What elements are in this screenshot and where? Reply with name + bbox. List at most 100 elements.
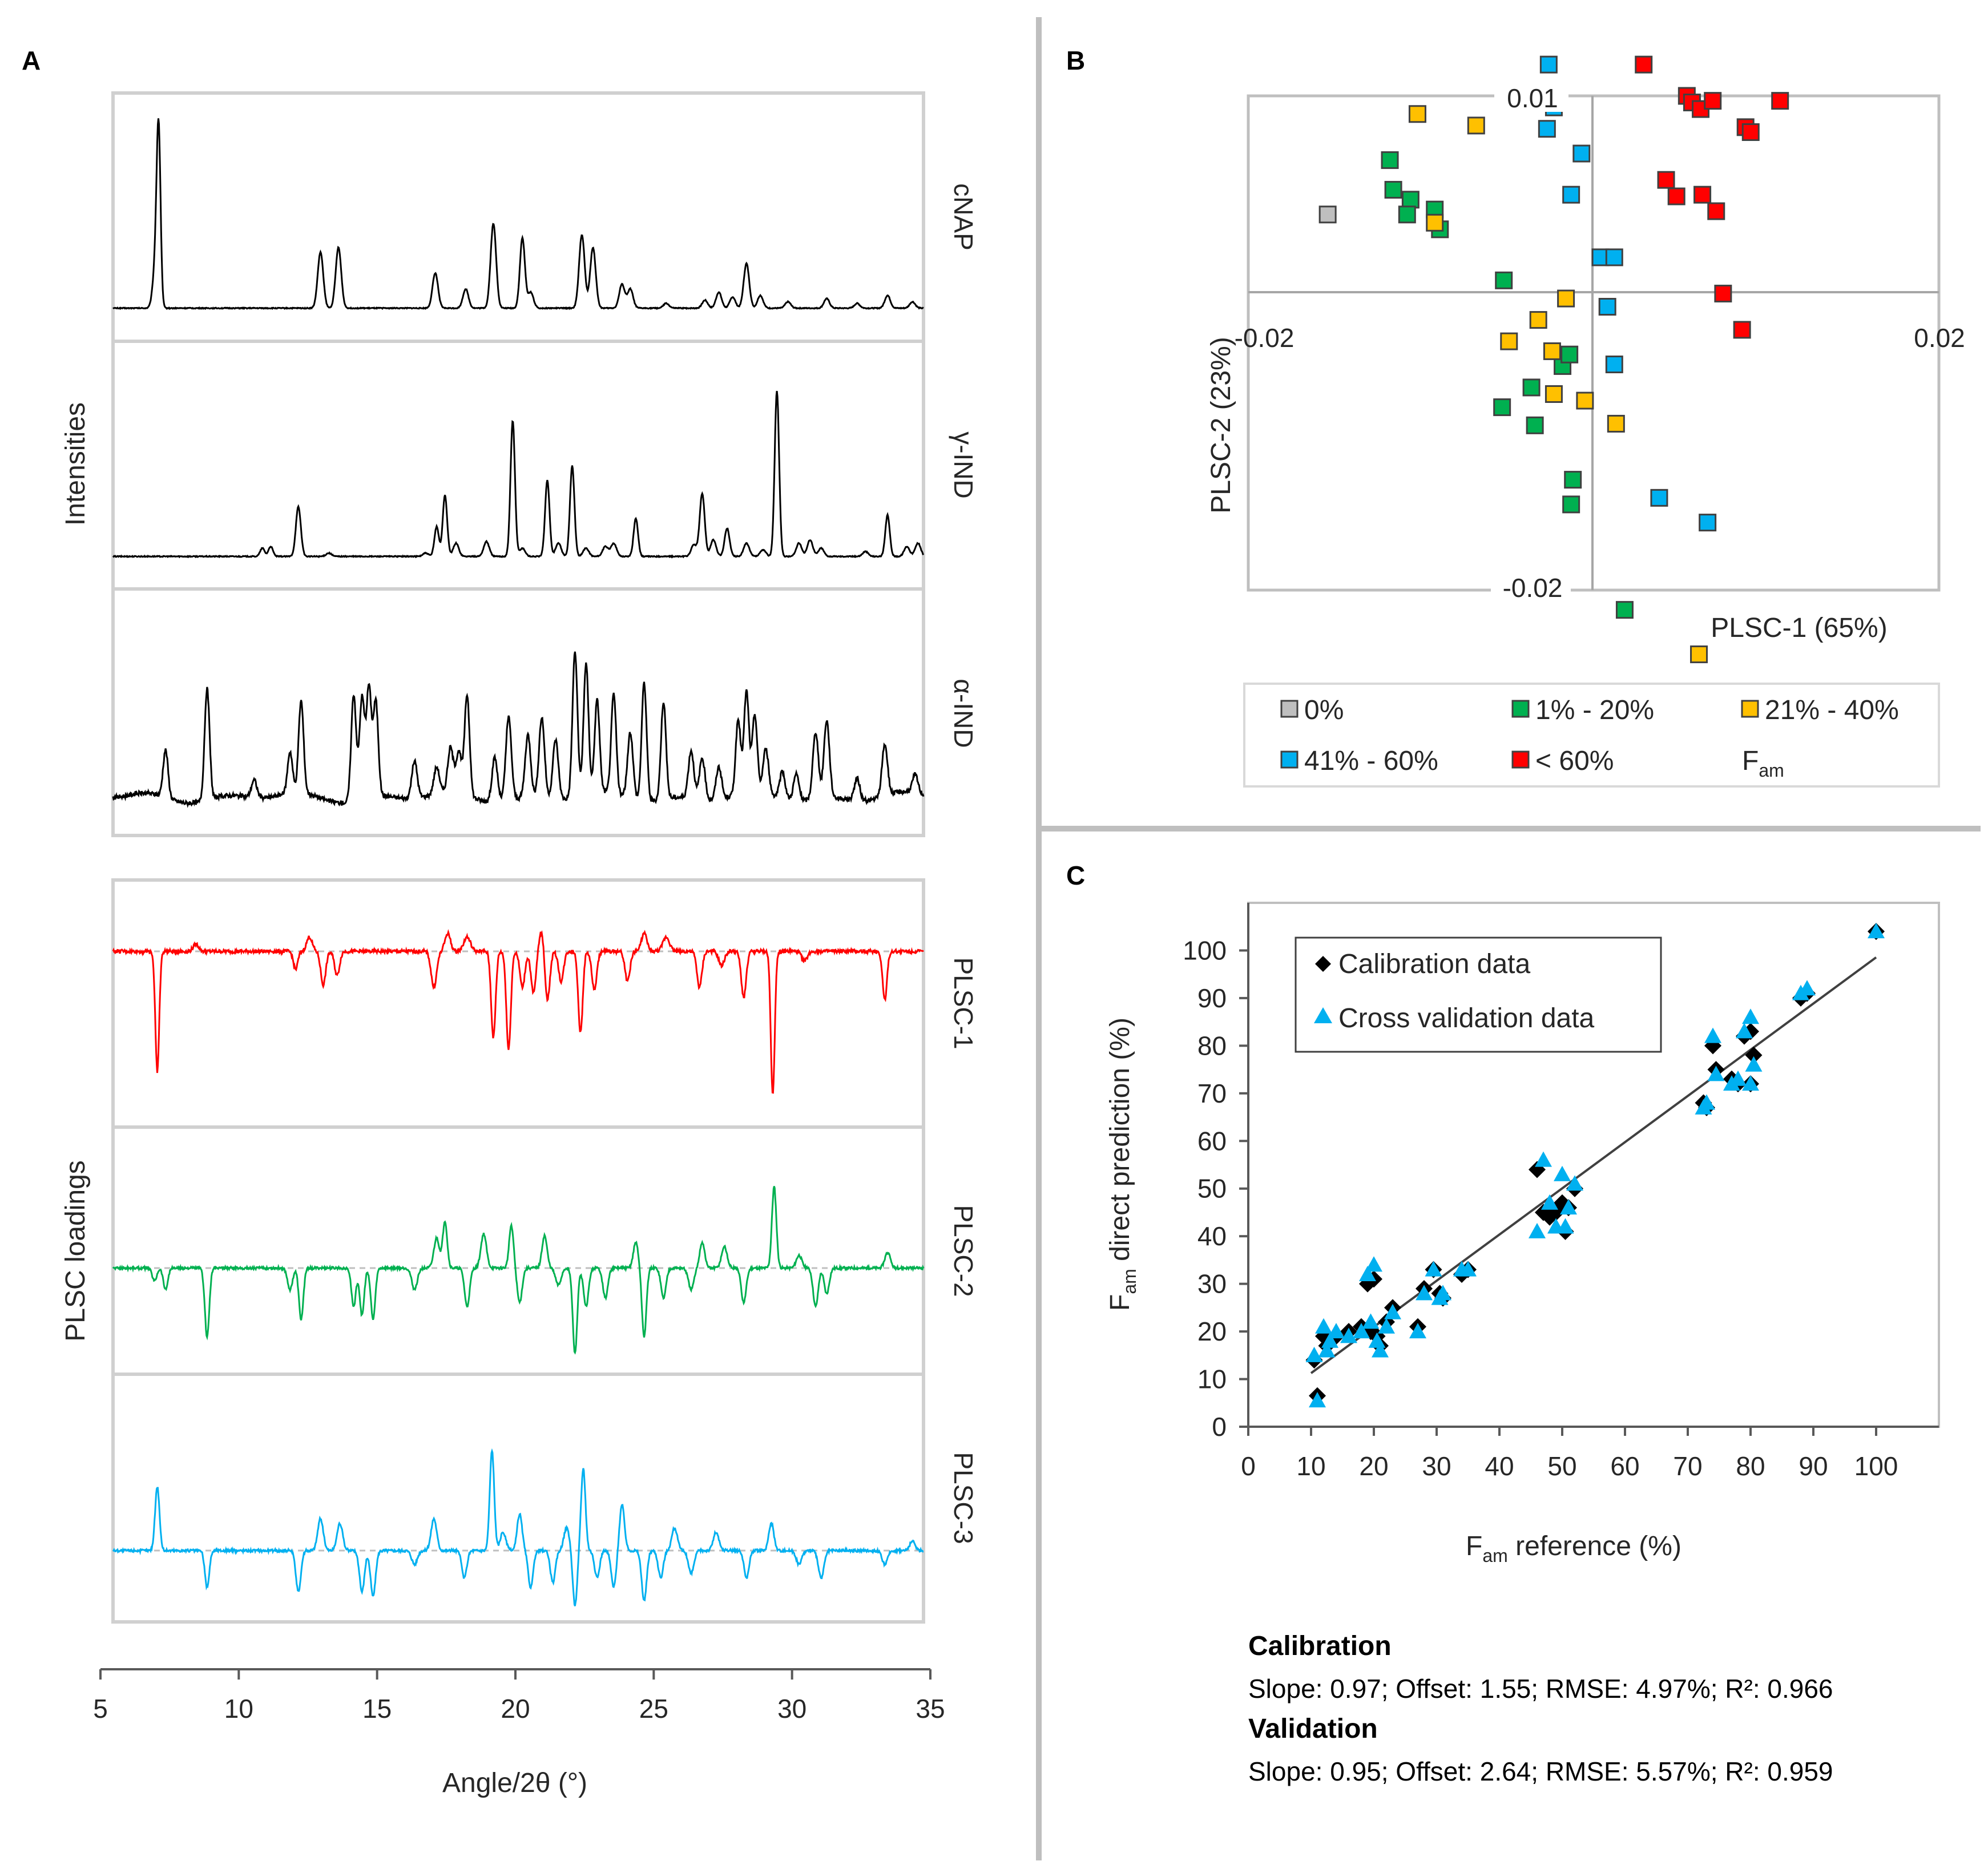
scores-y-title: PLSC-2 (23%)	[1206, 337, 1236, 513]
score-point	[1771, 92, 1789, 110]
pred-points	[1305, 923, 1885, 1408]
trace-line-0	[112, 118, 924, 310]
score-point	[1543, 342, 1561, 360]
validation-point	[1365, 1256, 1382, 1272]
score-point	[1318, 205, 1337, 224]
validation-point	[1529, 1222, 1546, 1238]
tick-x-max: 0.02	[1914, 323, 1965, 353]
trace-group	[112, 118, 925, 1606]
validation-point	[1560, 1199, 1577, 1215]
validation-point	[1305, 1346, 1323, 1362]
score-point	[1572, 144, 1591, 163]
legend-label: < 60%	[1535, 746, 1614, 776]
calibration-stats: Slope: 0.97; Offset: 1.55; RMSE: 4.97%; …	[1248, 1674, 1833, 1704]
validation-point	[1315, 1318, 1332, 1334]
legend-marker-triangle	[1314, 1007, 1332, 1023]
tick-y-max: 0.01	[1507, 83, 1558, 113]
pred-y-title: Fam direct prediction (%)	[1105, 1018, 1140, 1311]
x-tick-label: 90	[1799, 1451, 1828, 1481]
score-point	[1526, 416, 1544, 434]
score-point	[1615, 601, 1634, 619]
validation-point	[1736, 1023, 1753, 1039]
validation-point	[1742, 1075, 1759, 1091]
scores-points	[1318, 55, 1789, 664]
legend-item-2: 21% - 40%	[1741, 695, 1899, 725]
score-point	[1545, 385, 1563, 403]
x-tick-label: 0	[1241, 1451, 1256, 1481]
panel-label-b: B	[1066, 46, 1085, 75]
validation-point	[1554, 1165, 1571, 1181]
panel-label-c: C	[1066, 861, 1085, 890]
validation-point	[1359, 1265, 1376, 1281]
y-tick-label: 20	[1197, 1317, 1227, 1346]
trace-line-5	[112, 1448, 924, 1606]
tick-x-min: -0.02	[1235, 323, 1295, 353]
intensities-axis-label: Intensities	[61, 402, 91, 526]
score-point	[1635, 55, 1653, 74]
score-point	[1714, 284, 1732, 302]
score-point	[1467, 116, 1485, 135]
score-point	[1607, 414, 1625, 433]
legend-label: 1% - 20%	[1535, 695, 1654, 725]
loadings-axis-label: PLSC loadings	[61, 1160, 91, 1342]
loadings-frame	[111, 878, 925, 1624]
trace-label-gamma-ind: γ-IND	[949, 431, 978, 499]
validation-point	[1416, 1285, 1433, 1301]
validation-point	[1541, 1194, 1558, 1210]
trace-line-1	[112, 390, 925, 559]
validation-point	[1698, 1094, 1715, 1110]
validation-point	[1566, 1175, 1583, 1191]
validation-point	[1704, 1027, 1721, 1043]
x-tick-label: 20	[1359, 1451, 1388, 1481]
y-tick-label: 40	[1197, 1221, 1227, 1251]
score-point	[1605, 356, 1623, 374]
score-point	[1539, 55, 1558, 74]
trace-label-cnap: cNAP	[949, 183, 978, 251]
score-point	[1657, 171, 1675, 189]
x-tick-label: 70	[1673, 1451, 1702, 1481]
scores-legend	[1243, 683, 1940, 788]
score-point	[1557, 289, 1575, 308]
legend-item-3: 41% - 60%	[1280, 746, 1438, 776]
validation-title: Validation	[1248, 1714, 1378, 1744]
y-tick-label: 30	[1197, 1269, 1227, 1299]
score-point	[1562, 495, 1580, 514]
y-tick-label: 0	[1212, 1412, 1227, 1442]
pred-legend	[1295, 936, 1662, 1053]
x-tick-label: 15	[362, 1694, 392, 1723]
validation-point	[1378, 1318, 1395, 1334]
y-tick-label: 70	[1197, 1079, 1227, 1108]
legend-swatch	[1280, 750, 1299, 769]
legend-item-0: 0%	[1280, 695, 1344, 725]
tick-bg	[1494, 83, 1568, 112]
validation-point	[1745, 1056, 1763, 1072]
panel-label-a: A	[22, 46, 41, 75]
validation-point	[1535, 1151, 1552, 1167]
pred-x-title: Fam reference (%)	[1466, 1531, 1681, 1566]
x-tick-label: 25	[639, 1694, 668, 1723]
y-tick-label: 100	[1183, 935, 1227, 965]
trace-label-plsc-2: PLSC-2	[949, 1205, 978, 1297]
validation-point	[1328, 1323, 1345, 1339]
validation-point	[1729, 1070, 1747, 1086]
score-point	[1522, 378, 1541, 397]
validation-point	[1353, 1323, 1370, 1339]
y-tick-label: 10	[1197, 1365, 1227, 1394]
x-tick-label: 10	[224, 1694, 253, 1723]
score-point	[1605, 248, 1623, 267]
score-point	[1733, 321, 1751, 339]
regression-line	[1310, 956, 1877, 1374]
validation-point	[1368, 1332, 1386, 1348]
panel-c: 0 10 20 30 40 50 60 70 80 90 100 0 10 20 30 40 50 60 70 80 9…	[1105, 902, 1940, 1566]
validation-point	[1372, 1342, 1389, 1358]
x-tick-label: 5	[93, 1694, 108, 1723]
score-point	[1667, 187, 1685, 205]
x-tick-label: 30	[777, 1694, 807, 1723]
score-point	[1704, 92, 1722, 110]
validation-point	[1459, 1261, 1477, 1277]
x-tick-label: 100	[1854, 1451, 1898, 1481]
x-tick-label: 50	[1547, 1451, 1576, 1481]
legend-label: Cross validation data	[1338, 1003, 1595, 1034]
legend-swatch	[1511, 750, 1530, 769]
legend-item-1: 1% - 20%	[1511, 695, 1654, 725]
